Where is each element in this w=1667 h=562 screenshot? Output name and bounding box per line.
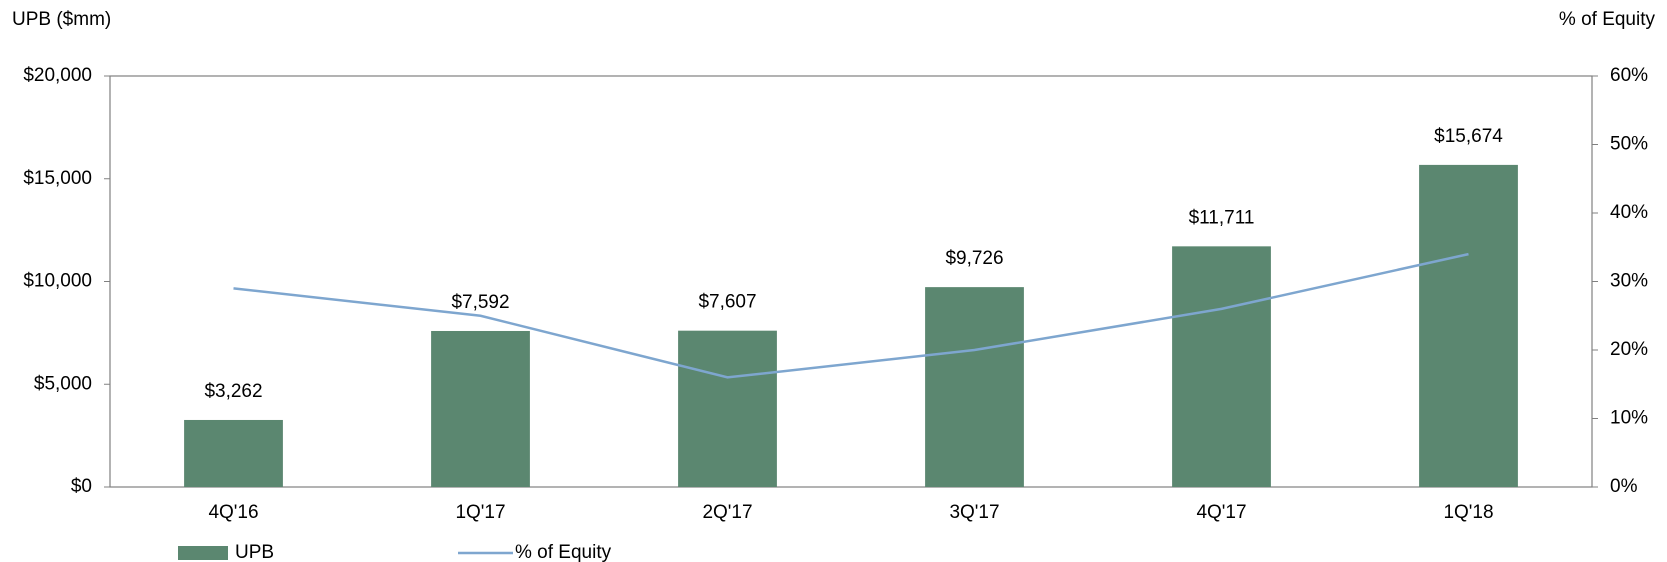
legend-swatch	[178, 546, 228, 560]
y-tick-label: $15,000	[23, 168, 92, 189]
line	[233, 252, 1469, 379]
y2-tick-label: 50%	[1610, 134, 1648, 155]
bar	[431, 330, 530, 487]
y-tick-label: $20,000	[23, 65, 92, 86]
y-tick-label: $5,000	[34, 373, 92, 394]
bar	[1419, 164, 1518, 488]
data-label: $15,674	[1434, 126, 1503, 147]
bar	[184, 419, 283, 487]
bar	[1172, 246, 1271, 487]
y2-tick-label: 10%	[1610, 408, 1648, 429]
data-label: $7,607	[698, 292, 756, 313]
y2-tick-label: 60%	[1610, 65, 1648, 86]
x-tick-label: 4Q'17	[1196, 502, 1246, 523]
y2-tick-label: 20%	[1610, 339, 1648, 360]
x-tick-label: 1Q'18	[1443, 502, 1493, 523]
bar	[925, 287, 1024, 487]
y2-tick-label: 40%	[1610, 202, 1648, 223]
data-label: $11,711	[1189, 207, 1255, 228]
y2-axis-title: % of Equity	[1559, 9, 1656, 30]
bar	[678, 330, 777, 487]
y2-tick-label: 0%	[1610, 476, 1638, 497]
x-tick-label: 1Q'17	[455, 502, 505, 523]
x-tick-label: 2Q'17	[702, 502, 752, 523]
y-tick-label: $0	[71, 476, 92, 497]
data-label: $7,592	[451, 292, 509, 313]
x-tick-label: 3Q'17	[949, 502, 999, 523]
legend-label: UPB	[235, 542, 274, 562]
y2-tick-label: 30%	[1610, 271, 1648, 292]
data-label: $9,726	[945, 248, 1003, 269]
data-label: $3,262	[204, 381, 262, 402]
y-tick-label: $10,000	[23, 271, 92, 292]
y-axis-title: UPB ($mm)	[12, 9, 111, 30]
legend-label: % of Equity	[515, 542, 612, 562]
x-tick-label: 4Q'16	[208, 502, 258, 523]
plot-frame	[109, 75, 1593, 488]
